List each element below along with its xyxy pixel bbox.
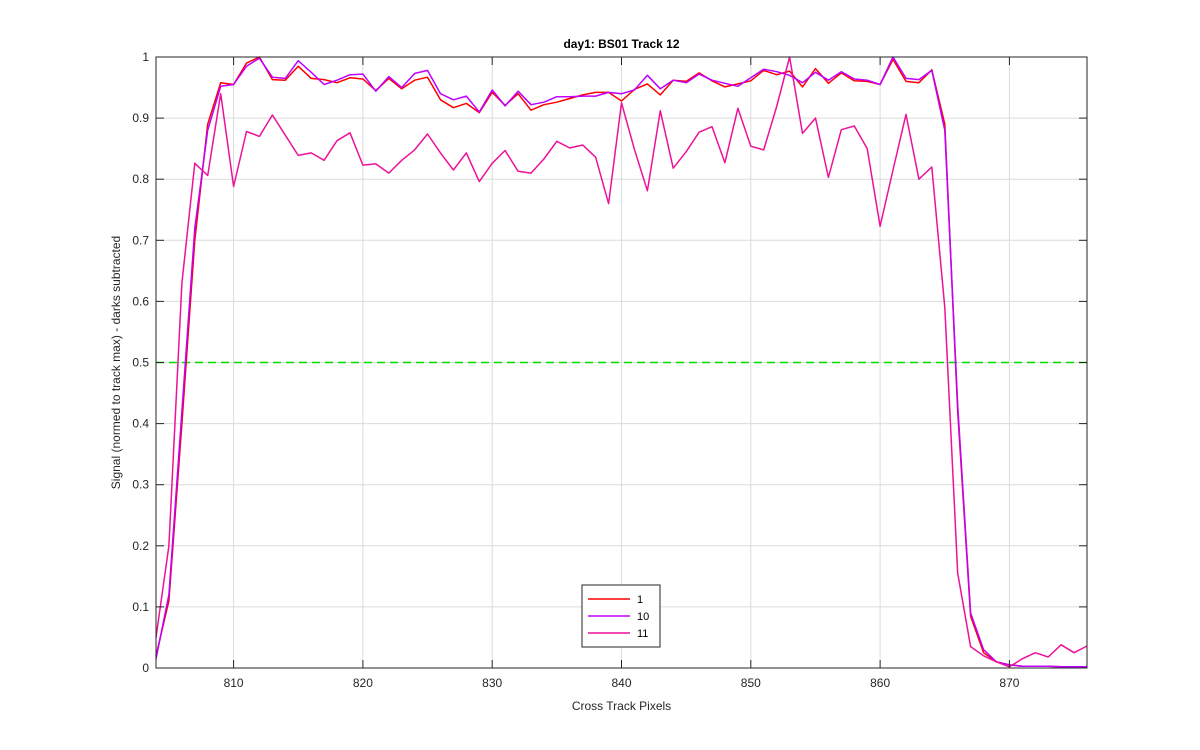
x-tick-label: 820 <box>353 676 373 690</box>
series-group <box>155 56 1088 668</box>
series-line-11 <box>155 56 1088 668</box>
y-tick-label: 0.8 <box>132 172 149 186</box>
x-tick-label: 850 <box>741 676 761 690</box>
x-tick-label: 840 <box>611 676 631 690</box>
legend-entry-11: 11 <box>637 628 648 640</box>
axis-ticks <box>156 56 1087 669</box>
y-tick-label: 0 <box>142 661 149 675</box>
y-tick-label: 0.6 <box>132 294 149 308</box>
x-tick-label: 860 <box>870 676 890 690</box>
x-tick-label: 830 <box>482 676 502 690</box>
y-tick-labels: 0 0.1 0.2 0.3 0.4 0.5 0.6 0.7 0.8 0.9 1 <box>132 50 149 675</box>
series-line-10 <box>155 56 1087 668</box>
y-axis-label: Signal (normed to track max) - darks sub… <box>109 236 123 489</box>
x-tick-labels: 810 820 830 840 850 860 870 <box>224 676 1020 690</box>
y-tick-label: 0.4 <box>132 417 149 431</box>
y-tick-label: 0.2 <box>132 539 149 553</box>
x-tick-label: 870 <box>999 676 1019 690</box>
y-tick-label: 0.5 <box>132 356 149 370</box>
y-tick-label: 0.3 <box>132 478 149 492</box>
y-tick-label: 1 <box>142 50 149 64</box>
x-tick-label: 810 <box>224 676 244 690</box>
legend-entry-1: 1 <box>637 594 643 606</box>
y-tick-label: 0.1 <box>132 600 149 614</box>
x-axis-label: Cross Track Pixels <box>572 699 671 713</box>
y-tick-label: 0.7 <box>132 233 149 247</box>
legend-entry-10: 10 <box>637 611 649 623</box>
chart-title: day1: BS01 Track 12 <box>563 37 679 51</box>
legend: 1 10 11 <box>581 584 661 648</box>
y-tick-label: 0.9 <box>132 111 149 125</box>
